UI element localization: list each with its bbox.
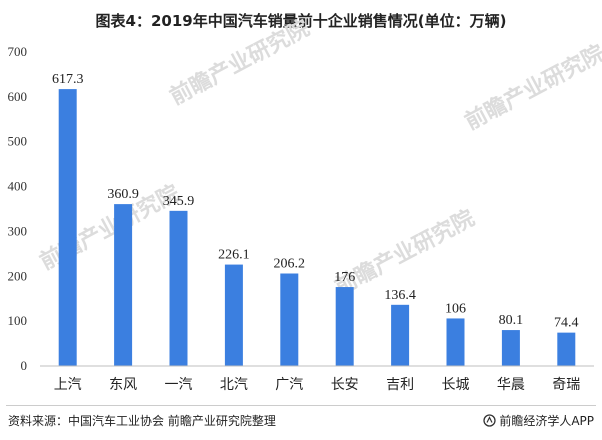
y-tick-label: 400: [8, 179, 28, 194]
data-label: 106: [445, 301, 466, 316]
y-axis: 0 100 200 300 400 500 600 700: [8, 44, 28, 373]
data-label: 206.2: [274, 257, 306, 272]
brand-text: 前瞻经济学人APP: [499, 414, 594, 428]
category-label: 北汽: [220, 377, 248, 393]
data-labels: 617.3 360.9 345.9 226.1 206.2 176 136.4 106 80.1…: [52, 72, 579, 331]
bar-8: [446, 318, 465, 366]
category-label: 一汽: [165, 377, 193, 393]
category-label: 奇瑞: [552, 376, 580, 393]
category-label: 华晨: [497, 377, 525, 393]
data-label: 226.1: [218, 248, 250, 263]
bars: [58, 89, 576, 366]
watermark-text: 前瞻产业研究院: [331, 205, 479, 300]
data-label: 345.9: [163, 194, 195, 209]
source-note: 资料来源：中国汽车工业协会 前瞻产业研究院整理: [8, 414, 276, 428]
x-axis: 上汽 东风 一汽 北汽 广汽 长安 吉利 长城 华晨 奇瑞: [40, 365, 594, 393]
chart-title: 图表4：2019年中国汽车销量前十企业销售情况(单位：万辆): [95, 12, 507, 30]
bar-7: [391, 304, 410, 366]
watermark-text: 前瞻产业研究院: [461, 40, 602, 135]
watermark-text: 前瞻产业研究院: [166, 15, 314, 110]
footer-divider: [6, 405, 596, 406]
bar-10: [557, 332, 576, 366]
y-tick-label: 0: [21, 358, 28, 373]
data-label: 617.3: [52, 72, 84, 87]
brand-credit: 前瞻经济学人APP: [483, 412, 594, 429]
category-label: 长安: [331, 377, 359, 393]
bar-3: [169, 210, 188, 366]
data-label: 176: [334, 270, 355, 285]
y-tick-label: 700: [8, 44, 28, 59]
y-tick-label: 100: [8, 313, 28, 328]
y-tick-label: 300: [8, 223, 28, 238]
y-tick-label: 600: [8, 89, 28, 104]
brand-logo-icon: [483, 414, 496, 427]
bar-5: [280, 273, 299, 366]
category-label: 上汽: [54, 377, 82, 393]
data-label: 360.9: [107, 187, 139, 202]
data-label: 80.1: [499, 313, 524, 328]
bar-9: [501, 330, 520, 366]
bar-1: [58, 89, 77, 366]
bar-4: [224, 264, 243, 366]
category-label: 吉利: [386, 377, 414, 393]
category-label: 广汽: [275, 377, 303, 393]
data-label: 74.4: [554, 316, 579, 331]
category-label: 东风: [109, 377, 137, 393]
y-tick-label: 500: [8, 134, 28, 149]
bar-2: [114, 204, 133, 366]
category-label: 长城: [442, 377, 470, 393]
bar-6: [335, 287, 354, 366]
data-label: 136.4: [384, 288, 416, 303]
y-tick-label: 200: [8, 268, 28, 283]
